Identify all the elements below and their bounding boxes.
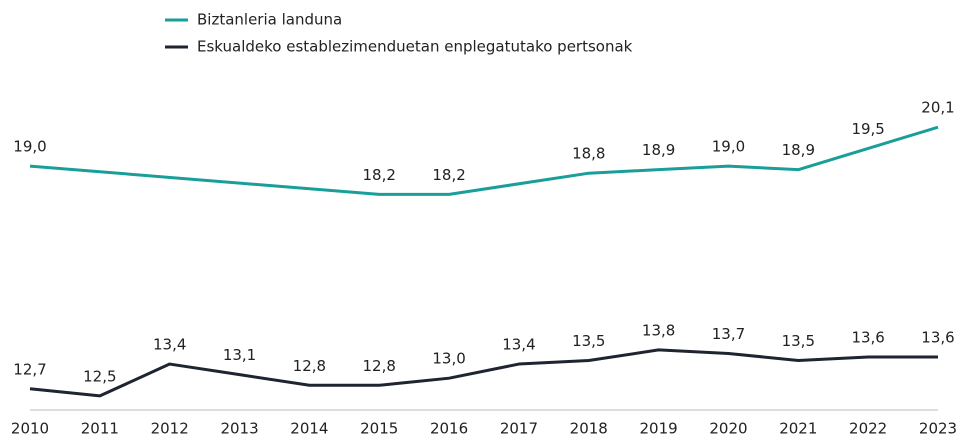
x-tick-label: 2022 xyxy=(849,420,887,438)
line xyxy=(29,348,938,398)
data-label: 13,8 xyxy=(642,321,675,339)
x-tick-label: 2013 xyxy=(220,420,258,438)
data-label: 13,5 xyxy=(782,332,815,350)
data-label: 13,4 xyxy=(502,336,535,354)
data-label: 19,5 xyxy=(851,120,884,138)
x-tick-label: 2023 xyxy=(919,420,957,438)
data-label: 18,8 xyxy=(572,145,605,163)
data-label: 20,1 xyxy=(921,99,954,117)
x-tick-label: 2017 xyxy=(500,420,538,438)
x-tick-label: 2019 xyxy=(640,420,678,438)
data-label: 18,9 xyxy=(642,141,675,159)
line xyxy=(29,125,939,196)
x-tick-label: 2014 xyxy=(290,420,328,438)
data-label: 18,2 xyxy=(432,166,465,184)
data-label: 13,4 xyxy=(153,336,186,354)
data-label: 18,9 xyxy=(782,141,815,159)
data-label: 13,7 xyxy=(712,325,745,343)
data-label: 12,7 xyxy=(13,360,46,378)
x-tick-label: 2015 xyxy=(360,420,398,438)
data-label: 13,6 xyxy=(851,328,884,346)
data-label: 19,0 xyxy=(13,138,46,156)
data-label: 18,2 xyxy=(363,166,396,184)
x-tick-label: 2018 xyxy=(570,420,608,438)
x-tick-label: 2021 xyxy=(779,420,817,438)
data-label: 13,1 xyxy=(223,346,256,364)
data-label: 12,8 xyxy=(363,357,396,375)
data-label: 19,0 xyxy=(712,138,745,156)
data-label: 12,5 xyxy=(83,367,116,385)
legend-label: Eskualdeko establezimenduetan enplegatut… xyxy=(197,38,633,56)
x-tick-label: 2011 xyxy=(81,420,119,438)
x-tick-label: 2010 xyxy=(11,420,49,438)
data-label: 13,5 xyxy=(572,332,605,350)
x-tick-label: 2012 xyxy=(151,420,189,438)
data-label: 12,8 xyxy=(293,357,326,375)
legend-label: Biztanleria landuna xyxy=(197,11,342,29)
data-label: 13,6 xyxy=(921,328,954,346)
data-label: 13,0 xyxy=(432,350,465,368)
x-tick-label: 2020 xyxy=(709,420,747,438)
x-tick-label: 2016 xyxy=(430,420,468,438)
